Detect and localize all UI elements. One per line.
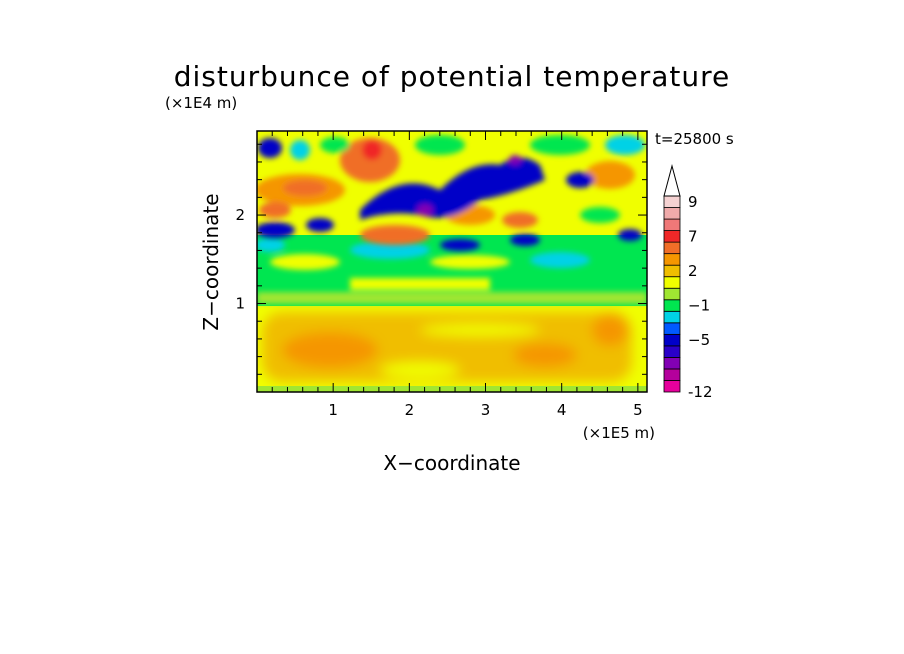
x-tick-label: 5 — [633, 401, 643, 419]
field-middle-yellow — [270, 254, 340, 270]
field-middle-strip — [257, 292, 647, 304]
field-upper-patch — [290, 140, 310, 160]
colorbar-segment — [663, 310, 681, 324]
field-upper-patch — [360, 225, 430, 245]
field-upper-patch — [440, 239, 480, 251]
field-bottom-strip — [257, 386, 647, 392]
x-tick-label: 4 — [557, 401, 567, 419]
colorbar-label: −5 — [688, 331, 710, 349]
colorbar-segment — [663, 368, 681, 381]
field-upper-patch — [259, 202, 291, 218]
colorbar-segment — [663, 195, 681, 208]
field-upper-patch — [605, 135, 645, 155]
field-upper-patch — [306, 218, 334, 232]
field-lower-patch — [380, 362, 460, 378]
colorbar-segment — [663, 241, 681, 255]
field-upper-patch — [502, 212, 538, 228]
y-axis-label: Z−coordinate — [199, 193, 223, 330]
field-upper-patch — [320, 137, 350, 153]
x-axis-label: X−coordinate — [383, 451, 520, 475]
field-upper-patch — [340, 138, 400, 182]
chart-title: disturbunce of potential temperature — [174, 60, 731, 93]
field-upper-patch — [510, 234, 540, 246]
field-upper-patch — [585, 161, 635, 189]
field-upper-patch — [283, 180, 327, 196]
colorbar-segment — [663, 276, 681, 289]
field-upper-patch — [362, 140, 382, 160]
y-tick-label: 1 — [235, 295, 245, 313]
colorbar-segment — [663, 380, 681, 393]
field-upper-patch — [618, 229, 642, 241]
field-upper-patch — [417, 204, 433, 216]
field-lower-patch — [282, 332, 378, 368]
y-axis: 12 — [235, 143, 647, 375]
colorbar-segment — [663, 218, 681, 231]
colorbar-segment — [663, 322, 681, 335]
colorbar-label: 9 — [688, 193, 698, 211]
field-middle-cyan — [530, 252, 590, 268]
field-middle-yellow — [430, 255, 510, 269]
colorbar-extend-arrow — [663, 164, 681, 197]
colorbar-segment — [663, 230, 681, 243]
field-upper-patch — [509, 155, 521, 165]
colorbar-segment — [663, 264, 681, 278]
plot-frame — [256, 130, 648, 393]
time-label: t=25800 s — [655, 130, 734, 148]
field-upper-patch — [530, 135, 590, 155]
x-tick-label: 3 — [481, 401, 491, 419]
colorbar-segment — [663, 345, 681, 358]
colorbar-segment — [663, 299, 681, 312]
field-upper-blue-wave — [360, 157, 545, 220]
colorbar-label: -12 — [688, 383, 713, 401]
colorbar-label: −1 — [688, 297, 710, 315]
field-middle-cyan — [257, 238, 285, 252]
field-lower-patch — [513, 343, 577, 367]
colorbar-label: 7 — [688, 227, 698, 245]
colorbar-segment — [663, 357, 681, 370]
x-tick-label: 2 — [405, 401, 415, 419]
field-upper-patch — [566, 172, 594, 188]
colorbar-segment — [663, 333, 681, 347]
field-middle-cyan — [350, 241, 430, 259]
x-unit-label: (×1E5 m) — [583, 424, 655, 442]
y-tick-label: 2 — [235, 206, 245, 224]
colorbar: -12 −5 −1 2 7 9 — [663, 164, 713, 401]
y-unit-label: (×1E4 m) — [165, 94, 237, 112]
field-upper-patch — [258, 138, 282, 158]
heatmap-field — [257, 131, 647, 392]
colorbar-label: 2 — [688, 262, 698, 280]
field-lower-patch — [592, 314, 628, 346]
field-lower-patch — [420, 324, 540, 336]
x-axis: 1 2 3 4 5 — [271, 131, 643, 419]
colorbar-segment — [663, 287, 681, 301]
colorbar-segment — [663, 253, 681, 266]
field-upper-patch — [580, 207, 620, 223]
colorbar-segment — [663, 207, 681, 220]
field-middle-yellow — [350, 278, 490, 290]
x-tick-label: 1 — [328, 401, 338, 419]
field-upper-patch — [257, 222, 295, 238]
field-upper-patch — [415, 135, 465, 155]
